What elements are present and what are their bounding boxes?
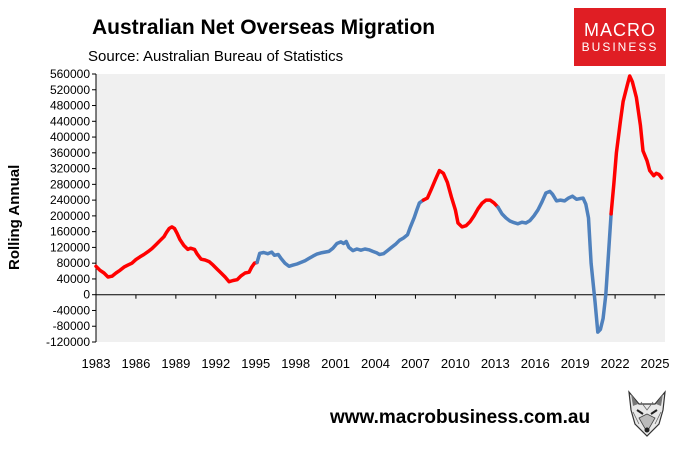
chart-subtitle: Source: Australian Bureau of Statistics	[88, 48, 344, 65]
x-axis: 1983 1986 1989 1992 1995 1998 2001 2004 2007 2010…	[82, 294, 670, 371]
logo-line-1: MACRO	[584, 20, 656, 40]
website-url: www.macrobusiness.com.au	[330, 407, 591, 428]
y-tick-label: 0	[83, 288, 90, 302]
x-tick-label: 1983	[82, 356, 111, 371]
y-tick-label: 280000	[50, 177, 90, 191]
logo-line-2: BUSINESS	[581, 40, 659, 54]
x-tick-label: 1992	[201, 356, 230, 371]
x-tick-label: 2010	[441, 356, 470, 371]
x-tick-label: 2016	[521, 356, 550, 371]
x-tick-label: 1995	[241, 356, 270, 371]
x-tick-label: 1998	[281, 356, 310, 371]
fox-mascot-icon	[628, 390, 666, 437]
series-group	[94, 74, 664, 334]
x-tick-label: 1989	[161, 356, 190, 371]
y-tick-label: -40000	[53, 303, 91, 317]
y-tick-label: -80000	[53, 319, 91, 333]
y-tick-label: 320000	[50, 162, 90, 176]
chart-title: Australian Net Overseas Migration	[92, 16, 436, 39]
x-tick-label: 2022	[601, 356, 630, 371]
plot-area	[96, 74, 665, 342]
series-line-red-5	[609, 74, 664, 216]
y-axis: -120000 -80000 -400000 40000 80000 1200001600…	[46, 67, 97, 349]
y-tick-label: 160000	[50, 225, 90, 239]
y-tick-label: 440000	[50, 114, 90, 128]
y-tick-label: 400000	[50, 130, 90, 144]
y-tick-label: 240000	[50, 193, 90, 207]
series-line-blue-2	[255, 198, 426, 269]
y-tick-label: 40000	[57, 272, 91, 286]
x-tick-label: 2013	[481, 356, 510, 371]
y-tick-label: 120000	[50, 240, 90, 254]
y-tick-label: 80000	[57, 256, 91, 270]
x-tick-label: 1986	[121, 356, 150, 371]
y-tick-label: 200000	[50, 209, 90, 223]
y-tick-label: 480000	[50, 99, 90, 113]
y-tick-label: 520000	[50, 83, 90, 97]
x-tick-label: 2007	[401, 356, 430, 371]
x-tick-label: 2025	[641, 356, 670, 371]
macrobusiness-logo: MACRO BUSINESS	[574, 8, 666, 66]
series-line-red-1	[94, 225, 259, 284]
series-line-blue-4	[496, 189, 613, 334]
x-tick-label: 2001	[321, 356, 350, 371]
y-tick-label: 560000	[50, 67, 90, 81]
x-tick-label: 2019	[561, 356, 590, 371]
y-tick-label: 360000	[50, 146, 90, 160]
y-tick-label: -120000	[46, 335, 90, 349]
x-tick-label: 2004	[361, 356, 390, 371]
series-line-red-3	[421, 168, 500, 229]
